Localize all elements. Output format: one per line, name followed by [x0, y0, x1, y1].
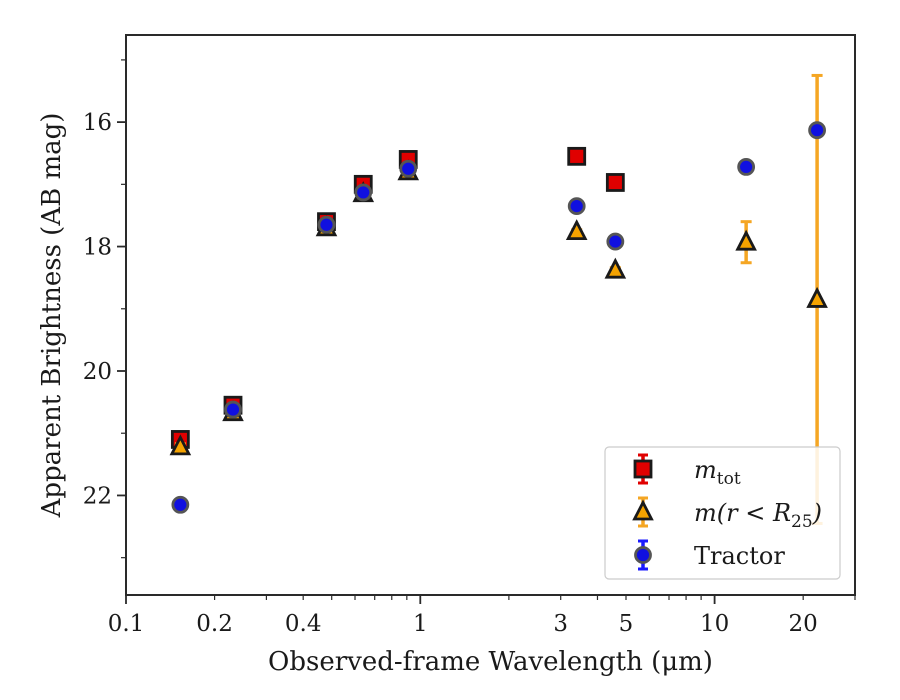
- data-point-mtot: [605, 173, 625, 192]
- legend-label-main: m: [694, 456, 717, 484]
- data-point-tractor: [737, 158, 756, 176]
- data-point-tractor: [567, 197, 586, 216]
- x-tick-label: 5: [619, 611, 634, 637]
- y-axis: 16 18 20 22: [83, 59, 126, 559]
- data-point-tractor: [171, 495, 190, 514]
- legend-marker-mtot: [633, 459, 653, 479]
- plot-frame: [125, 34, 856, 596]
- series-mtot: [170, 146, 625, 449]
- legend-label-main: m(r < R: [694, 499, 791, 527]
- x-tick-label: 10: [700, 611, 729, 637]
- x-axis: 0.1 0.2 0.4 1 3 5 10 20: [108, 595, 856, 637]
- x-tick-label: 0.1: [108, 611, 145, 637]
- data-point-m-r25: [806, 286, 828, 308]
- legend-label-subscript: tot: [717, 469, 741, 489]
- legend-label-suffix: ): [812, 499, 822, 527]
- data-point-tractor: [399, 159, 418, 178]
- x-tick-label: 0.4: [285, 611, 322, 637]
- x-tick-label: 1: [413, 611, 428, 637]
- legend-box: [604, 446, 841, 580]
- legend-marker-tractor: [634, 546, 652, 564]
- data-point-m-r25: [565, 219, 588, 241]
- data-point-tractor: [317, 215, 336, 234]
- legend-label-subscript: 25: [791, 512, 813, 532]
- legend-label-m-r25: m(r < R25): [694, 499, 822, 532]
- y-tick-label: 20: [83, 359, 112, 385]
- data-point-m-r25: [604, 257, 627, 279]
- data-point-m-r25: [169, 434, 192, 456]
- x-tick-label: 3: [553, 611, 568, 637]
- series-tractor: [171, 121, 826, 514]
- legend-marker-m-r25: [632, 499, 654, 521]
- legend-label-tractor: Tractor: [694, 542, 785, 570]
- y-tick-label: 18: [83, 235, 112, 261]
- data-point-tractor: [224, 400, 242, 419]
- data-point-m-r25: [735, 229, 757, 251]
- x-tick-label: 0.2: [196, 611, 233, 637]
- plot-marks: [169, 73, 828, 525]
- x-tick-label: 20: [789, 611, 818, 637]
- y-axis-label: Apparent Brightness (AB mag): [37, 113, 67, 519]
- legend: mtot m(r < R25) Tractor: [604, 446, 841, 580]
- data-point-mtot: [567, 146, 587, 166]
- y-tick-label: 16: [83, 110, 112, 136]
- data-point-tractor: [606, 232, 625, 251]
- y-tick-label: 22: [83, 483, 112, 509]
- data-point-tractor: [808, 121, 826, 140]
- x-axis-label: Observed-frame Wavelength (μm): [268, 647, 713, 677]
- legend-label-mtot: mtot: [694, 456, 741, 489]
- data-point-tractor: [354, 183, 373, 202]
